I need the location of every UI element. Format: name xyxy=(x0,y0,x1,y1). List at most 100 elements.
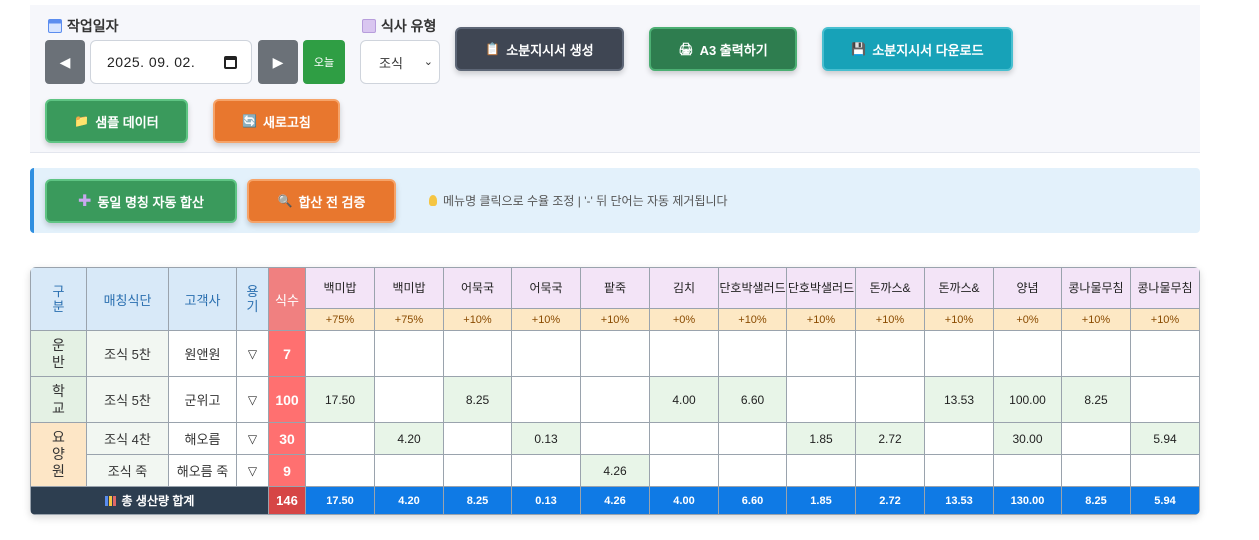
quantity-cell[interactable] xyxy=(1130,330,1200,377)
quantity-cell[interactable]: 30.00 xyxy=(993,422,1062,455)
quantity-cell[interactable] xyxy=(718,454,787,487)
quantity-cell[interactable] xyxy=(718,422,787,455)
menu-header[interactable]: 콩나물무침 xyxy=(1130,267,1200,309)
container-toggle[interactable]: ▽ xyxy=(236,422,269,455)
quantity-cell[interactable] xyxy=(580,422,650,455)
yield-percent[interactable]: +10% xyxy=(855,308,925,331)
yield-percent[interactable]: +10% xyxy=(924,308,994,331)
yield-percent[interactable]: +10% xyxy=(1061,308,1131,331)
quantity-cell[interactable] xyxy=(993,330,1062,377)
menu-header[interactable]: 어묵국 xyxy=(511,267,581,309)
quantity-cell[interactable]: 4.00 xyxy=(649,376,719,423)
magnifier-icon: 🔍 xyxy=(277,194,293,208)
refresh-button[interactable]: 🔄 새로고침 xyxy=(213,99,340,143)
quantity-cell[interactable]: 4.26 xyxy=(580,454,650,487)
quantity-cell[interactable]: 4.20 xyxy=(374,422,444,455)
quantity-cell[interactable] xyxy=(374,330,444,377)
quantity-cell[interactable]: 1.85 xyxy=(786,422,856,455)
yield-percent[interactable]: +0% xyxy=(649,308,719,331)
yield-percent[interactable]: +10% xyxy=(786,308,856,331)
yield-percent[interactable]: +10% xyxy=(718,308,787,331)
meal-type-select[interactable]: 조식 ⌄ xyxy=(360,40,440,84)
create-slip-button[interactable]: 📋 소분지시서 생성 xyxy=(455,27,624,71)
yield-percent[interactable]: +10% xyxy=(1130,308,1200,331)
quantity-cell[interactable] xyxy=(649,330,719,377)
today-button[interactable]: 오늘 xyxy=(303,40,345,84)
quantity-cell[interactable]: 13.53 xyxy=(924,376,994,423)
calendar-picker-icon[interactable] xyxy=(224,56,237,69)
menu-header[interactable]: 양념 xyxy=(993,267,1062,309)
container-toggle[interactable]: ▽ xyxy=(236,376,269,423)
menu-header[interactable]: 단호박샐러드 xyxy=(718,267,787,309)
quantity-cell[interactable]: 6.60 xyxy=(718,376,787,423)
quantity-cell[interactable] xyxy=(511,376,581,423)
quantity-cell[interactable] xyxy=(374,376,444,423)
quantity-cell[interactable] xyxy=(443,330,512,377)
sample-data-button[interactable]: 📁 샘플 데이터 xyxy=(45,99,188,143)
quantity-cell[interactable] xyxy=(649,454,719,487)
quantity-cell[interactable]: 100.00 xyxy=(993,376,1062,423)
category-label: 운반 xyxy=(52,336,65,370)
quantity-cell[interactable] xyxy=(511,454,581,487)
download-slip-button[interactable]: 💾 소분지시서 다운로드 xyxy=(822,27,1013,71)
yield-percent[interactable]: +10% xyxy=(443,308,512,331)
quantity-cell[interactable]: 8.25 xyxy=(443,376,512,423)
quantity-cell[interactable] xyxy=(580,376,650,423)
quantity-cell[interactable] xyxy=(993,454,1062,487)
quantity-cell[interactable] xyxy=(305,330,375,377)
quantity-cell[interactable] xyxy=(1061,330,1131,377)
menu-header[interactable]: 백미밥 xyxy=(374,267,444,309)
verify-before-merge-button[interactable]: 🔍 합산 전 검증 xyxy=(247,179,396,223)
yield-percent[interactable]: +10% xyxy=(580,308,650,331)
menu-header[interactable]: 팥죽 xyxy=(580,267,650,309)
menu-header[interactable]: 백미밥 xyxy=(305,267,375,309)
quantity-cell[interactable]: 0.13 xyxy=(511,422,581,455)
menu-header[interactable]: 단호박샐러드 xyxy=(786,267,856,309)
menu-header[interactable]: 김치 xyxy=(649,267,719,309)
quantity-cell[interactable] xyxy=(305,422,375,455)
quantity-cell[interactable]: 17.50 xyxy=(305,376,375,423)
quantity-cell[interactable] xyxy=(855,454,925,487)
quantity-cell[interactable] xyxy=(855,330,925,377)
yield-percent[interactable]: +10% xyxy=(511,308,581,331)
quantity-cell[interactable] xyxy=(443,422,512,455)
quantity-cell[interactable] xyxy=(924,422,994,455)
quantity-cell[interactable] xyxy=(718,330,787,377)
quantity-cell[interactable] xyxy=(1061,422,1131,455)
quantity-cell[interactable] xyxy=(855,376,925,423)
prev-day-button[interactable]: ◀ xyxy=(45,40,85,84)
menu-header[interactable]: 콩나물무침 xyxy=(1061,267,1131,309)
quantity-cell[interactable] xyxy=(443,454,512,487)
menu-header[interactable]: 돈까스& xyxy=(855,267,925,309)
quantity-cell[interactable] xyxy=(786,454,856,487)
quantity-cell[interactable] xyxy=(786,376,856,423)
quantity-cell[interactable] xyxy=(511,330,581,377)
quantity-cell[interactable] xyxy=(1130,454,1200,487)
quantity-cell[interactable] xyxy=(924,454,994,487)
quantity-cell[interactable] xyxy=(649,422,719,455)
merge-same-names-label: 동일 명칭 자동 합산 xyxy=(97,194,204,210)
quantity-cell[interactable] xyxy=(924,330,994,377)
quantity-cell[interactable] xyxy=(374,454,444,487)
yield-percent[interactable]: +75% xyxy=(374,308,444,331)
quantity-cell[interactable] xyxy=(1130,376,1200,423)
matching-menu-cell: 조식 5찬 xyxy=(86,376,169,423)
quantity-cell[interactable]: 8.25 xyxy=(1061,376,1131,423)
container-toggle[interactable]: ▽ xyxy=(236,454,269,487)
print-a3-button[interactable]: 🖨 A3 출력하기 xyxy=(649,27,797,71)
yield-percent[interactable]: +0% xyxy=(993,308,1062,331)
menu-header[interactable]: 어묵국 xyxy=(443,267,512,309)
quantity-cell[interactable] xyxy=(786,330,856,377)
date-input[interactable]: 2025. 09. 02. xyxy=(90,40,252,84)
container-toggle[interactable]: ▽ xyxy=(236,330,269,377)
menu-header[interactable]: 돈까스& xyxy=(924,267,994,309)
yield-percent[interactable]: +75% xyxy=(305,308,375,331)
quantity-cell[interactable]: 2.72 xyxy=(855,422,925,455)
quantity-cell[interactable]: 5.94 xyxy=(1130,422,1200,455)
next-day-button[interactable]: ▶ xyxy=(258,40,298,84)
quantity-cell[interactable] xyxy=(1061,454,1131,487)
merge-same-names-button[interactable]: ✚ 동일 명칭 자동 합산 xyxy=(45,179,237,223)
quantity-cell[interactable] xyxy=(305,454,375,487)
bar-chart-icon xyxy=(104,496,116,506)
quantity-cell[interactable] xyxy=(580,330,650,377)
